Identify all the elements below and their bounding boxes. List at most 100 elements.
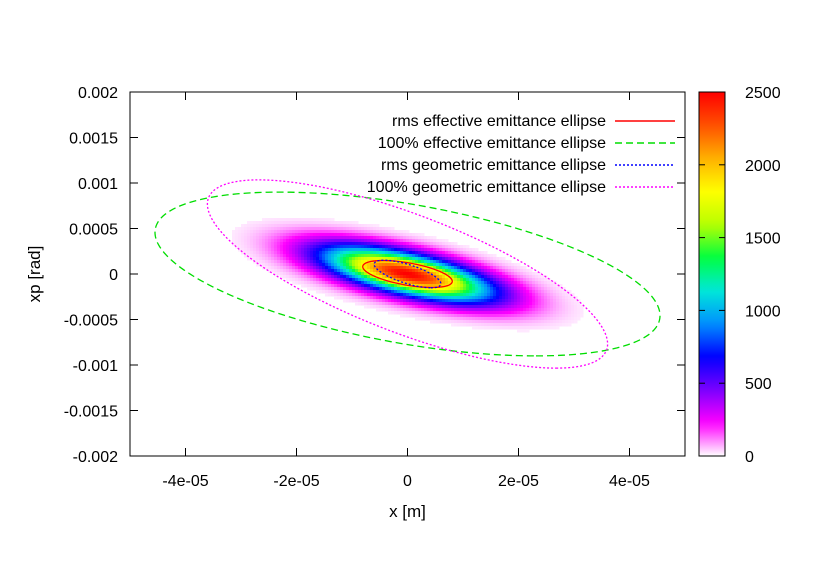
heatmap-cell (298, 263, 302, 267)
heatmap-cell (286, 278, 290, 282)
heatmap-cell (427, 296, 431, 300)
heatmap-cell (400, 239, 404, 243)
density-heatmap (232, 218, 584, 333)
heatmap-cell (424, 311, 428, 315)
heatmap-cell (295, 260, 299, 264)
heatmap-cell (463, 320, 467, 324)
heatmap-cell (379, 302, 383, 306)
heatmap-cell (298, 248, 302, 252)
heatmap-cell (352, 260, 356, 264)
heatmap-cell (574, 320, 578, 324)
heatmap-cell (469, 248, 473, 252)
heatmap-cell (505, 272, 509, 276)
heatmap-cell (556, 305, 560, 309)
heatmap-cell (397, 299, 401, 303)
heatmap-cell (319, 227, 323, 231)
heatmap-cell (397, 257, 401, 261)
heatmap-cell (433, 305, 437, 309)
heatmap-cell (310, 266, 314, 270)
heatmap-cell (448, 287, 452, 291)
heatmap-cell (265, 239, 269, 243)
heatmap-cell (442, 248, 446, 252)
heatmap-cell (502, 278, 506, 282)
heatmap-cell (367, 254, 371, 258)
heatmap-cell (412, 305, 416, 309)
heatmap-cell (265, 242, 269, 246)
heatmap-cell (472, 314, 476, 318)
heatmap-cell (445, 314, 449, 318)
heatmap-cell (355, 296, 359, 300)
heatmap-cell (538, 272, 542, 276)
heatmap-cell (472, 248, 476, 252)
heatmap-cell (409, 245, 413, 249)
heatmap-cell (568, 305, 572, 309)
heatmap-cell (466, 308, 470, 312)
heatmap-cell (340, 254, 344, 258)
heatmap-cell (547, 323, 551, 327)
heatmap-cell (376, 254, 380, 258)
heatmap-cell (502, 263, 506, 267)
heatmap-cell (313, 272, 317, 276)
heatmap-cell (484, 281, 488, 285)
heatmap-cell (289, 263, 293, 267)
heatmap-cell (469, 290, 473, 294)
heatmap-cell (418, 287, 422, 291)
heatmap-cell (334, 281, 338, 285)
heatmap-cell (268, 221, 272, 225)
heatmap-cell (418, 293, 422, 297)
heatmap-cell (397, 251, 401, 255)
heatmap-cell (469, 254, 473, 258)
heatmap-cell (382, 248, 386, 252)
heatmap-cell (562, 314, 566, 318)
heatmap-cell (502, 293, 506, 297)
heatmap-cell (514, 302, 518, 306)
heatmap-cell (481, 251, 485, 255)
heatmap-cell (322, 272, 326, 276)
heatmap-cell (496, 275, 500, 279)
heatmap-cell (388, 305, 392, 309)
heatmap-cell (256, 260, 260, 264)
heatmap-cell (247, 251, 251, 255)
heatmap-cell (358, 296, 362, 300)
heatmap-cell (484, 278, 488, 282)
heatmap-cell (517, 320, 521, 324)
heatmap-cell (436, 296, 440, 300)
heatmap-cell (562, 323, 566, 327)
heatmap-cell (529, 287, 533, 291)
heatmap-cell (280, 239, 284, 243)
heatmap-cell (412, 287, 416, 291)
heatmap-cell (460, 302, 464, 306)
colorbar-tick-label: 500 (745, 376, 772, 393)
heatmap-cell (553, 302, 557, 306)
heatmap-cell (325, 242, 329, 246)
heatmap-cell (391, 233, 395, 237)
heatmap-cell (271, 263, 275, 267)
heatmap-cell (274, 248, 278, 252)
heatmap-cell (292, 272, 296, 276)
heatmap-cell (571, 293, 575, 297)
heatmap-cell (250, 230, 254, 234)
heatmap-cell (490, 326, 494, 330)
heatmap-cell (502, 305, 506, 309)
heatmap-cell (544, 317, 548, 321)
heatmap-cell (316, 269, 320, 273)
heatmap-cell (478, 326, 482, 330)
heatmap-cell (442, 257, 446, 261)
heatmap-cell (391, 272, 395, 276)
heatmap-cell (412, 281, 416, 285)
heatmap-cell (313, 281, 317, 285)
heatmap-cell (553, 317, 557, 321)
heatmap-cell (415, 293, 419, 297)
heatmap-cell (460, 290, 464, 294)
heatmap-cell (487, 296, 491, 300)
heatmap-cell (469, 257, 473, 261)
heatmap-cell (580, 305, 584, 309)
heatmap-cell (286, 257, 290, 261)
heatmap-cell (262, 239, 266, 243)
heatmap-cell (448, 299, 452, 303)
heatmap-cell (415, 248, 419, 252)
heatmap-cell (436, 245, 440, 249)
heatmap-cell (463, 251, 467, 255)
heatmap-cell (289, 251, 293, 255)
heatmap-cell (355, 242, 359, 246)
